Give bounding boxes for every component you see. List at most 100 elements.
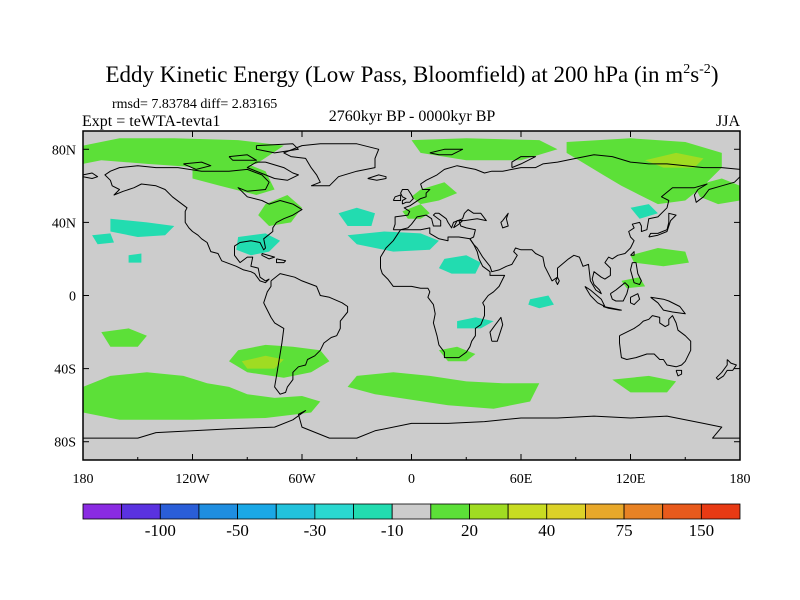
- coastline-24: [183, 161, 212, 170]
- coastline-8: [392, 194, 402, 201]
- coastline-23: [246, 161, 299, 181]
- coastline-25: [228, 154, 257, 161]
- coastline-20: [675, 369, 683, 377]
- anomaly-region-18: [110, 218, 175, 237]
- colorbar-label-4: 20: [461, 521, 478, 540]
- x-tick-label-1: 120W: [175, 472, 210, 487]
- colorbar-box-9: [430, 503, 470, 520]
- coastline-28: [511, 156, 537, 169]
- colorbar-box-13: [585, 503, 625, 520]
- x-tick-label-2: 60W: [288, 472, 316, 487]
- y-tick-label-0: 80N: [52, 143, 76, 158]
- coastline-16: [609, 282, 630, 302]
- anomaly-region-4: [411, 182, 458, 205]
- coastline-10: [283, 143, 380, 187]
- y-tick-label-3: 40S: [54, 363, 76, 378]
- y-tick-label-2: 0: [69, 290, 76, 305]
- colorbar-label-6: 75: [616, 521, 633, 540]
- coastline-21: [715, 359, 737, 381]
- colorbar-box-2: [159, 503, 200, 520]
- anomaly-region-19: [92, 233, 114, 245]
- y-tick-label-4: 80S: [54, 436, 76, 451]
- coastline-19: [619, 315, 692, 368]
- coastline-18: [650, 296, 686, 315]
- x-tick-label-3: 0: [408, 472, 415, 487]
- x-tick-label-4: 60E: [510, 472, 533, 487]
- coastline-5: [380, 227, 506, 359]
- coastline-1: [263, 273, 349, 395]
- anomaly-region-14: [630, 248, 689, 267]
- coastline-27: [429, 148, 464, 156]
- colorbar: -100 -50 -30 -10 20 40 75 150: [82, 503, 741, 540]
- colorbar-box-4: [237, 503, 277, 520]
- colorbar-box-6: [314, 503, 354, 520]
- chart-title-close: ): [711, 62, 719, 87]
- coastline-22: [555, 276, 560, 285]
- colorbar-box-15: [662, 503, 702, 520]
- colorbar-box-7: [353, 503, 393, 520]
- chart-title-exp1: 2: [683, 62, 690, 77]
- colorbar-box-5: [275, 503, 316, 520]
- colorbar-box-16: [700, 503, 741, 520]
- coastline-26: [255, 143, 299, 154]
- colorbar-box-8: [391, 503, 432, 520]
- anomaly-region-22: [338, 207, 375, 226]
- coastline-32: [500, 212, 509, 229]
- coastline-7: [400, 189, 414, 205]
- coastline-11: [648, 212, 677, 238]
- colorbar-box-0: [82, 503, 123, 520]
- anomaly-region-24: [438, 255, 481, 274]
- coastline-17: [630, 293, 641, 306]
- anomaly-region-26: [528, 295, 554, 309]
- coastline-15: [602, 306, 622, 311]
- chart-title-exp2: -2: [699, 62, 711, 77]
- coastline-29: [83, 410, 740, 439]
- coastline-2: [392, 154, 740, 230]
- colorbar-label-3: -10: [381, 521, 404, 540]
- coastline-6: [489, 316, 504, 342]
- x-tick-label-5: 120E: [616, 472, 646, 487]
- anomaly-region-1: [192, 160, 275, 195]
- chart-title: Eddy Kinetic Energy (Low Pass, Bloomfiel…: [106, 62, 719, 87]
- anomaly-region-27: [630, 204, 658, 219]
- x-tick-label-0: 180: [73, 472, 94, 487]
- period-label: 2760kyr BP - 0000kyr BP: [329, 108, 496, 125]
- coastline-12: [630, 251, 635, 256]
- map-axes: 180 120W 60W 0 60E 120E 180 80N 40N 0 40S 80S: [52, 131, 751, 487]
- coastline-30: [261, 253, 276, 260]
- colorbar-box-1: [121, 503, 161, 520]
- colorbar-label-0: -100: [145, 521, 176, 540]
- season-label: JJA: [716, 113, 740, 130]
- colorbar-box-10: [469, 503, 509, 520]
- colorbar-label-7: 150: [689, 521, 715, 540]
- chart-title-base2: s: [690, 62, 699, 87]
- anomaly-region-23: [347, 231, 439, 252]
- anomaly-region-20: [128, 253, 142, 263]
- rmsd-stats: rmsd= 7.83784 diff= 2.83165: [112, 97, 277, 112]
- chart-title-main: Eddy Kinetic Energy (Low Pass, Bloomfiel…: [106, 62, 684, 87]
- experiment-label: Expt = teWTA-tevta1: [82, 113, 220, 130]
- anomaly-region-11: [347, 372, 540, 409]
- anomaly-region-8: [101, 328, 147, 347]
- coastline-31: [276, 258, 287, 264]
- anomaly-region-17: [241, 355, 284, 369]
- y-tick-label-1: 40N: [52, 216, 76, 231]
- anomaly-region-12: [612, 375, 677, 393]
- anomaly-region-2: [258, 195, 302, 226]
- colorbar-box-12: [546, 503, 586, 520]
- x-tick-label-6: 180: [730, 472, 751, 487]
- colorbar-label-1: -50: [226, 521, 249, 540]
- colorbar-box-3: [198, 503, 238, 520]
- colorbar-box-14: [623, 503, 664, 520]
- anomaly-region-5: [402, 204, 430, 219]
- colorbar-label-5: 40: [538, 521, 555, 540]
- coastline-13: [630, 262, 642, 285]
- coastline-33: [453, 220, 464, 229]
- coastline-3: [83, 172, 99, 179]
- colorbar-label-2: -30: [304, 521, 327, 540]
- anomaly-region-21: [236, 233, 281, 256]
- coastlines: [83, 143, 740, 439]
- coastline-0: [104, 165, 303, 284]
- anomaly-region-25: [457, 317, 494, 329]
